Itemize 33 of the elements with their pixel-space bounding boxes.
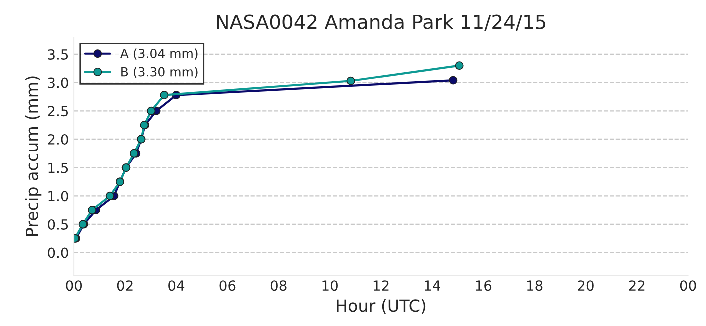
x-tick-label: 10: [322, 280, 338, 292]
chart-title: NASA0042 Amanda Park 11/24/15: [217, 14, 546, 31]
y-tick-label: 1.5: [48, 162, 68, 174]
point: [160, 91, 169, 100]
x-tick-label: 16: [476, 280, 492, 292]
y-tick-label: 2.5: [48, 106, 68, 117]
x-tick-label: 18: [527, 280, 543, 292]
x-tick-label: 08: [270, 280, 287, 292]
y-tick-label: 0.0: [48, 248, 68, 258]
legend-label: A (3.04 mm): [120, 48, 198, 60]
y-tick-label: 2.0: [48, 134, 68, 145]
y-axis-title: Precip accum (mm): [25, 76, 42, 236]
point: [88, 206, 97, 215]
y-tick-label: 3.5: [48, 49, 68, 60]
x-axis-title: Hour (UTC): [337, 299, 426, 314]
x-tick-label: 20: [578, 280, 594, 292]
y-tick-label: 1.0: [48, 191, 68, 202]
x-tick-label: 22: [629, 280, 645, 291]
y-tick-label: 0.5: [48, 219, 68, 230]
x-tick-label: 04: [168, 280, 185, 292]
x-tick-label: 14: [425, 280, 440, 291]
x-tick-label: 02: [117, 280, 133, 292]
point: [449, 76, 458, 85]
point: [106, 192, 114, 200]
y-tick-label: 3.0: [48, 78, 68, 88]
x-tick-label: 12: [374, 280, 389, 291]
point: [346, 76, 356, 86]
x-tick-label: 00: [66, 280, 82, 292]
point: [147, 106, 156, 116]
x-tick-label: 00: [680, 280, 696, 292]
legend-label: B (3.30 mm): [122, 67, 198, 78]
point: [455, 62, 464, 70]
x-tick-label: 06: [220, 280, 236, 292]
